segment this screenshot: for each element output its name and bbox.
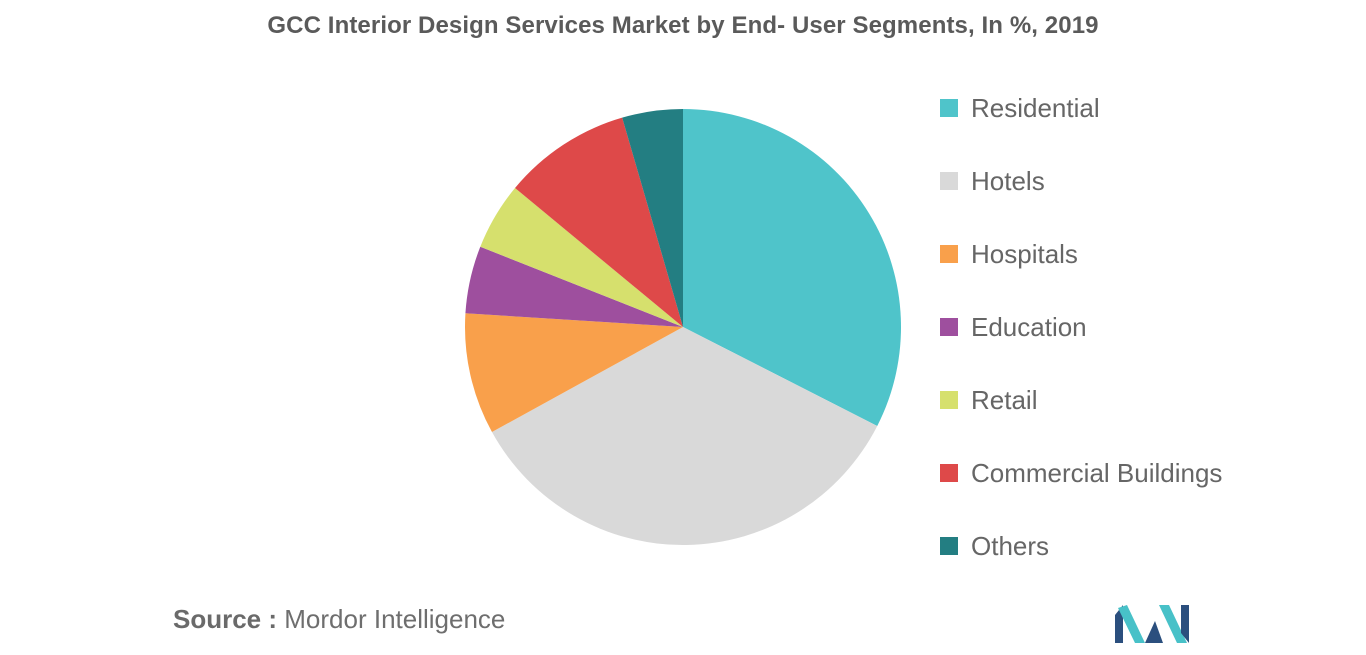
legend-label: Commercial Buildings: [971, 457, 1223, 488]
pie-slice-commercial-buildings: [515, 117, 683, 327]
pie-slice-education: [465, 246, 683, 327]
pie-slice-residential: [683, 109, 901, 426]
pie-slice-hospitals: [465, 313, 683, 433]
pie-chart: [465, 109, 901, 545]
logo-shape-right: [1181, 605, 1189, 643]
pie-slice-retail: [480, 188, 683, 327]
legend-item-residential: Residential: [940, 90, 1100, 126]
legend-label: Hospitals: [971, 238, 1078, 269]
legend-swatch: [940, 245, 958, 263]
chart-title: GCC Interior Design Services Market by E…: [267, 12, 1099, 39]
legend-swatch: [940, 464, 958, 482]
legend-item-hospitals: Hospitals: [940, 236, 1078, 272]
legend-label: Residential: [971, 92, 1100, 123]
legend-swatch: [940, 391, 958, 409]
logo-shape-right-diagonal: [1159, 605, 1187, 643]
legend-label: Others: [971, 530, 1050, 561]
legend-label: Hotels: [971, 165, 1045, 196]
logo-shape-left-diagonal: [1118, 605, 1145, 643]
source-prefix: Source :: [173, 604, 278, 634]
legend-swatch: [940, 99, 958, 117]
legend-swatch: [940, 537, 958, 555]
logo-shape-center: [1145, 621, 1163, 643]
logo-shape-left: [1115, 605, 1123, 643]
pie-slice-hotels: [491, 327, 878, 545]
legend-swatch: [940, 172, 958, 190]
legend-item-education: Education: [940, 309, 1087, 345]
legend-item-retail: Retail: [940, 382, 1037, 418]
mordor-intelligence-logo-icon: [1115, 605, 1189, 643]
legend-label: Education: [971, 311, 1087, 342]
legend-swatch: [940, 318, 958, 336]
pie-slice-others: [622, 109, 683, 327]
source-text: Mordor Intelligence: [284, 604, 506, 634]
source-note: Source : Mordor Intelligence: [173, 604, 505, 635]
legend-label: Retail: [971, 384, 1038, 415]
legend-item-others: Others: [940, 528, 1049, 564]
legend-item-commercial-buildings: Commercial Buildings: [940, 455, 1222, 491]
legend-item-hotels: Hotels: [940, 163, 1045, 199]
